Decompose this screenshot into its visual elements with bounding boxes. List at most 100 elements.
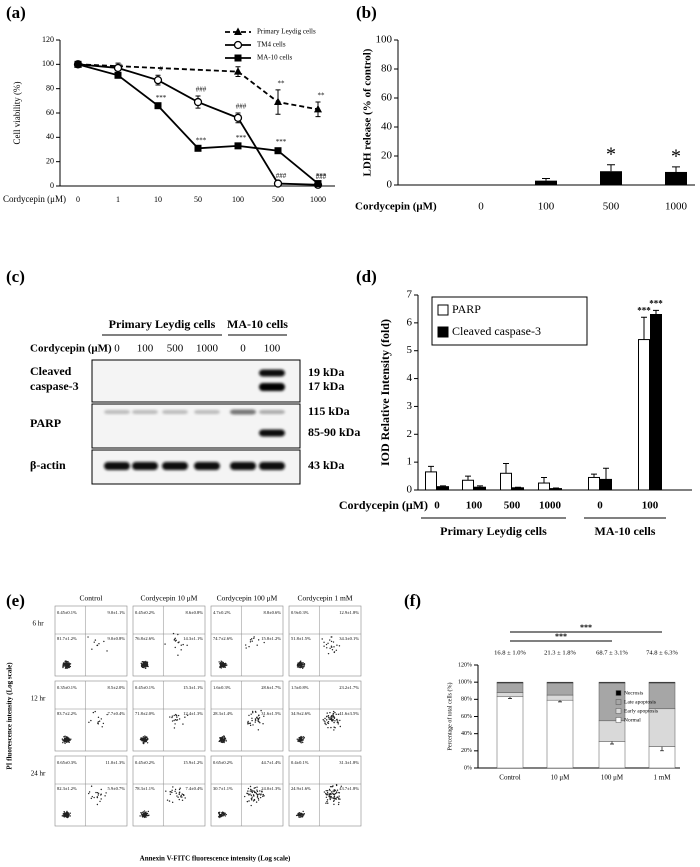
event-dot [91,795,94,798]
event-dot [224,666,226,668]
event-dot [106,650,108,652]
y-tick-label: 2 [407,428,413,440]
event-dot [330,636,332,638]
event-dot [249,785,252,788]
event-dot [143,739,145,741]
y-tick-label: 60% [461,714,472,720]
quadrant-value: 5.9±0.7% [108,786,126,791]
quadrant-value: 0.35±0.1% [57,685,77,690]
event-dot [220,665,222,667]
y-tick-label: 60 [46,108,54,117]
event-dot [63,814,66,816]
event-dot [335,798,337,800]
event-dot [142,662,145,665]
x-axis-label: Cordycepin (μM) [30,343,112,355]
note: 16.8 ± 1.0% [494,649,526,656]
event-dot [64,660,67,663]
legend-swatch [615,708,622,714]
event-dot [251,796,253,798]
event-dot [222,736,224,738]
x-tick-label: 1000 [665,201,688,213]
event-dot [222,814,225,816]
event-dot [218,661,220,663]
significance: ### [196,86,207,94]
event-dot [335,649,338,651]
event-dot [145,736,148,738]
y-axis-label: PI fluorescence intensity (Log scale) [6,662,14,770]
event-dot [256,789,258,791]
bar-segment [598,720,626,742]
legend-label: Primary Leydig cells [257,28,316,36]
event-dot [225,813,227,816]
event-dot [103,640,105,643]
event-dot [331,646,333,648]
event-dot [69,812,71,814]
y-tick-label: 40 [381,121,393,133]
event-dot [325,723,327,726]
y-tick-label: 100 [376,34,393,46]
error-bar [503,463,509,474]
y-tick-label: 40 [46,132,54,141]
quadrant-value: 15.3±1.1% [183,685,203,690]
x-tick-label: 1000 [310,195,326,204]
event-dot [100,798,102,800]
event-dot [302,739,304,741]
event-dot [329,639,331,641]
point [233,113,243,123]
event-dot [171,791,173,794]
event-dot [326,789,329,792]
event-dot [334,711,336,714]
error-bar [672,166,680,172]
x-axis-label: Cordycepin (μM) [339,498,428,512]
event-dot [326,800,328,803]
event-dot [332,712,335,715]
significance: *** [637,305,651,315]
event-dot [67,662,70,665]
event-dot [331,797,333,799]
event-dot [65,740,67,742]
event-dot [140,665,143,667]
event-dot [339,725,342,728]
event-dot [90,797,93,800]
quadrant-value: 4.7±0.2% [213,610,231,615]
band [259,410,285,414]
event-dot [332,792,334,795]
event-dot [336,721,338,724]
event-dot [258,793,261,795]
event-dot [332,790,334,792]
event-dot [146,662,148,664]
event-dot [142,811,145,813]
event-dot [177,654,179,656]
row-label: β-actin [30,458,66,472]
event-dot [303,663,306,665]
event-dot [145,816,147,818]
event-dot [328,793,330,795]
event-dot [251,710,254,713]
event-dot [298,812,301,814]
event-dot [223,741,225,743]
event-dot [296,666,299,668]
event-dot [173,719,175,722]
significance: *** [276,138,287,146]
event-dot [175,792,178,794]
point [74,60,82,68]
event-dot [62,740,64,742]
event-dot [186,714,189,716]
row-label: 24 hr [31,770,46,778]
significance: ### [236,103,247,111]
event-dot [252,794,255,796]
event-dot [338,797,340,799]
bar [650,314,662,491]
event-dot [67,815,70,817]
event-dot [173,714,175,717]
band [132,462,158,470]
event-dot [142,736,145,738]
event-dot [335,719,338,721]
series-line [77,63,319,111]
event-dot [329,789,331,792]
event-dot [63,810,65,813]
quadrant-value: 24.9±1.6% [291,786,311,791]
event-dot [333,726,335,728]
point [314,180,322,188]
event-dot [298,663,300,665]
